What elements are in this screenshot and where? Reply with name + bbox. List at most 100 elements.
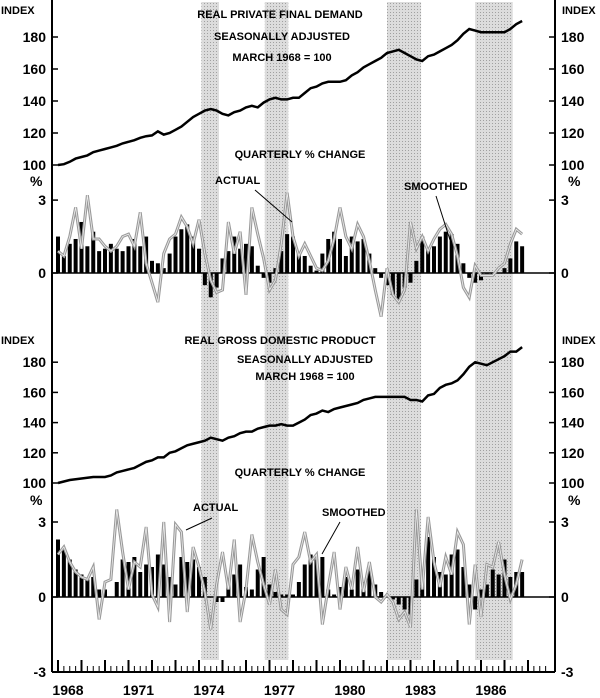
- smoothed-bar: [67, 559, 72, 597]
- smoothed-bar: [179, 229, 184, 273]
- pct-tick-label-right: 3: [561, 514, 569, 530]
- panel-1: 100 100 120 120 140 140 160 160 180 180 0 0 3 3 INDEX I…: [1, 5, 596, 318]
- actual-line-core: [57, 509, 523, 630]
- smoothed-bar: [261, 273, 266, 278]
- index-tick-label-right: 120: [561, 125, 585, 141]
- smoothed-bar: [414, 260, 419, 273]
- smoothed-bar: [343, 255, 348, 273]
- index-tick-label-right: 140: [561, 93, 585, 109]
- smoothed-bar: [161, 564, 166, 597]
- smoothed-bar: [332, 231, 337, 273]
- actual-arrow: [254, 189, 293, 223]
- smoothed-bar: [455, 549, 460, 597]
- pct-section-title: QUARTERLY % CHANGE: [235, 149, 366, 161]
- x-tick-label: 1977: [264, 682, 295, 698]
- x-axis-ticks: 1968 1971 1974 1977 1980 1983 1986: [52, 660, 547, 698]
- plot-frame: [51, 0, 556, 673]
- smoothed-bar: [191, 559, 196, 597]
- smoothed-bar: [202, 273, 207, 286]
- chart-title: REAL GROSS DOMESTIC PRODUCT: [184, 335, 375, 347]
- smoothed-bar: [285, 594, 290, 597]
- smoothed-bar: [514, 241, 519, 273]
- smoothed-bar: [420, 236, 425, 273]
- smoothed-bar: [314, 559, 319, 597]
- index-tick-label-left: 140: [23, 415, 47, 431]
- smoothed-bar: [238, 564, 243, 597]
- smoothed-bar: [320, 557, 325, 597]
- smoothed-bar: [238, 248, 243, 273]
- recession-band: [201, 2, 219, 660]
- pct-unit-right: %: [568, 173, 581, 189]
- smoothed-bar: [308, 265, 313, 273]
- smoothed-bar: [449, 554, 454, 597]
- actual-annotation: ACTUAL: [193, 502, 238, 514]
- x-tick-label: 1968: [52, 682, 83, 698]
- smoothed-bar: [73, 238, 78, 273]
- x-tick-label: 1971: [123, 682, 154, 698]
- smoothed-bar: [449, 234, 454, 273]
- smoothed-bar: [473, 597, 478, 610]
- smoothed-bar: [402, 597, 407, 610]
- index-tick-label-right: 120: [561, 445, 585, 461]
- smoothed-bar: [279, 594, 284, 597]
- smoothed-annotation: SMOOTHED: [322, 507, 386, 519]
- smoothed-bar: [273, 268, 278, 273]
- smoothed-bar: [232, 236, 237, 273]
- pct-unit-left: %: [30, 173, 43, 189]
- smoothed-bar: [161, 268, 166, 273]
- x-tick-label: 1980: [334, 682, 365, 698]
- smoothed-bar: [144, 564, 149, 597]
- smoothed-bar: [97, 589, 102, 597]
- smoothed-bar: [508, 258, 513, 273]
- smoothed-bar: [432, 246, 436, 273]
- smoothed-bar: [261, 557, 266, 597]
- smoothed-bar: [461, 567, 466, 597]
- index-tick-label-right: 180: [561, 29, 585, 45]
- smoothed-bar: [85, 246, 90, 273]
- smoothed-bar: [367, 569, 372, 597]
- smoothed-bar: [61, 255, 66, 273]
- smoothed-bar: [167, 253, 172, 273]
- pct-unit-right: %: [568, 492, 581, 508]
- smoothed-bar: [396, 597, 401, 605]
- smoothed-bar: [379, 592, 384, 597]
- smoothed-bar: [56, 236, 60, 273]
- index-tick-label-left: 100: [23, 157, 47, 173]
- index-tick-label-right: 100: [561, 475, 585, 491]
- x-tick-label: 1983: [405, 682, 436, 698]
- smoothed-bar: [302, 255, 307, 273]
- smoothed-bar: [273, 592, 278, 597]
- index-line: [57, 346, 523, 485]
- smoothed-bar: [349, 236, 354, 273]
- smoothed-bar: [103, 589, 107, 597]
- index-unit-left: INDEX: [1, 5, 35, 17]
- index-tick-label-left: 120: [23, 445, 47, 461]
- smoothed-bar: [214, 273, 219, 288]
- pct-section-title: QUARTERLY % CHANGE: [235, 467, 366, 479]
- smoothed-bar: [267, 273, 272, 283]
- index-tick-label-left: 160: [23, 384, 47, 400]
- index-unit-left: INDEX: [1, 335, 35, 347]
- smoothed-bar: [126, 246, 131, 273]
- smoothed-bar: [496, 574, 501, 597]
- smoothed-bar: [520, 246, 525, 273]
- smoothed-bar: [91, 577, 96, 597]
- smoothed-bar: [132, 557, 137, 597]
- smoothed-bar: [502, 268, 507, 273]
- smoothed-annotation: SMOOTHED: [404, 181, 468, 193]
- smoothed-bar: [220, 597, 225, 602]
- smoothed-bar: [385, 597, 389, 598]
- smoothed-bar: [132, 238, 137, 273]
- smoothed-arrow: [435, 195, 451, 241]
- index-tick-label-right: 140: [561, 415, 585, 431]
- smoothed-bar: [414, 579, 419, 597]
- smoothed-bar: [185, 562, 190, 597]
- smoothed-bar: [355, 569, 360, 597]
- smoothed-bar: [490, 569, 495, 597]
- smoothed-bar: [249, 246, 254, 273]
- pct-tick-label-left: 3: [38, 514, 46, 530]
- pct-tick-label-right: -3: [561, 664, 574, 680]
- smoothed-bar: [126, 562, 131, 597]
- pct-tick-label-right: 0: [561, 589, 569, 605]
- smoothed-bar: [308, 554, 313, 597]
